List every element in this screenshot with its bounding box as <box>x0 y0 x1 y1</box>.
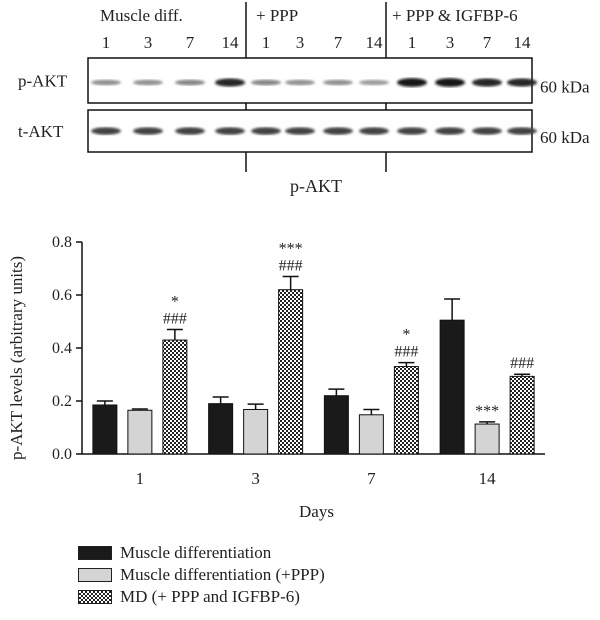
blot-day-label: 14 <box>222 33 240 52</box>
blot-band <box>91 79 121 86</box>
bar <box>358 414 384 455</box>
blot-day-label: 7 <box>334 33 343 52</box>
bar <box>208 403 234 455</box>
bar <box>278 289 304 455</box>
blot-group-label: + PPP & IGFBP-6 <box>392 6 518 25</box>
significance-label: * <box>171 293 179 310</box>
blot-band <box>215 78 245 87</box>
legend-label: MD (+ PPP and IGFBP-6) <box>120 587 300 606</box>
y-tick-label: 0.8 <box>52 234 72 251</box>
bar <box>243 408 269 455</box>
blot-day-label: 3 <box>144 33 153 52</box>
blot-group-label: + PPP <box>256 6 298 25</box>
bar <box>474 423 500 455</box>
blot-day-label: 1 <box>102 33 111 52</box>
blot-band <box>397 127 427 135</box>
blot-band <box>435 127 465 135</box>
blot-band <box>285 79 315 86</box>
legend-label: Muscle differentiation (+PPP) <box>120 565 325 584</box>
blot-band <box>133 79 163 86</box>
x-tick-label: 7 <box>367 469 376 488</box>
blot-day-label: 1 <box>262 33 271 52</box>
bar <box>509 375 535 455</box>
significance-label: * <box>402 327 410 344</box>
x-tick-label: 3 <box>251 469 260 488</box>
bar <box>393 366 419 455</box>
significance-label: ### <box>510 355 534 372</box>
blot-band <box>133 127 163 135</box>
legend-item: MD (+ PPP and IGFBP-6) <box>78 586 325 608</box>
legend-item: Muscle differentiation (+PPP) <box>78 564 325 586</box>
legend-item: Muscle differentiation <box>78 542 325 564</box>
bar <box>162 339 188 455</box>
legend-swatch <box>78 590 112 604</box>
x-axis-label: Days <box>299 502 334 521</box>
x-tick-label: 14 <box>479 469 497 488</box>
blot-band <box>435 78 465 87</box>
bar <box>323 395 349 455</box>
significance-label: ### <box>163 310 187 327</box>
blot-band <box>91 127 121 135</box>
legend-swatch <box>78 546 112 560</box>
blot-band <box>359 127 389 135</box>
blot-band <box>507 127 537 135</box>
legend: Muscle differentiation Muscle differentia… <box>78 542 325 608</box>
blot-band <box>507 78 537 87</box>
bar <box>439 319 465 455</box>
blot-day-label: 3 <box>446 33 455 52</box>
blot-group-label: Muscle diff. <box>100 6 183 25</box>
significance-label: *** <box>279 240 303 257</box>
y-axis-label: p-AKT levels (arbitrary units) <box>7 256 26 460</box>
blot-band <box>215 127 245 135</box>
blot-day-label: 7 <box>483 33 492 52</box>
blot-kda-label: 60 kDa <box>540 78 590 97</box>
bar-chart: 0.0 0.2 0.4 0.6 0.8 p-AKT levels (arbitrary u… <box>7 234 545 521</box>
blot-band <box>175 127 205 135</box>
blot-kda-label: 60 kDa <box>540 128 590 147</box>
blot-day-label: 14 <box>514 33 532 52</box>
blot-band <box>359 79 389 86</box>
blot-band <box>397 78 427 87</box>
x-tick-label: 1 <box>136 469 145 488</box>
blot-band <box>175 79 205 86</box>
blot-day-label: 14 <box>366 33 384 52</box>
blot-day-label: 7 <box>186 33 195 52</box>
chart-title: p-AKT <box>290 176 342 196</box>
blot-band <box>472 127 502 135</box>
y-tick-label: 0.4 <box>52 340 72 357</box>
legend-swatch <box>78 568 112 582</box>
blot-day-label: 1 <box>408 33 417 52</box>
bar <box>92 404 118 455</box>
significance-label: ### <box>394 344 418 361</box>
y-tick-label: 0.2 <box>52 393 72 410</box>
bar <box>127 409 153 455</box>
legend-label: Muscle differentiation <box>120 543 272 562</box>
blot-band <box>472 78 502 87</box>
blot-band <box>285 127 315 135</box>
blot-row-label: p-AKT <box>18 72 68 91</box>
western-blot: Muscle diff. 1 3 7 14 + PPP 1 3 7 14 + PPP & IGFBP… <box>18 2 590 172</box>
blot-band <box>251 79 281 86</box>
blot-row-label: t-AKT <box>18 122 64 141</box>
significance-label: *** <box>475 403 499 420</box>
blot-band <box>251 127 281 135</box>
y-tick-label: 0.6 <box>52 287 72 304</box>
y-tick-label: 0.0 <box>52 446 72 463</box>
blot-day-label: 3 <box>296 33 305 52</box>
blot-band <box>323 79 353 86</box>
blot-band <box>323 127 353 135</box>
significance-label: ### <box>279 257 303 274</box>
